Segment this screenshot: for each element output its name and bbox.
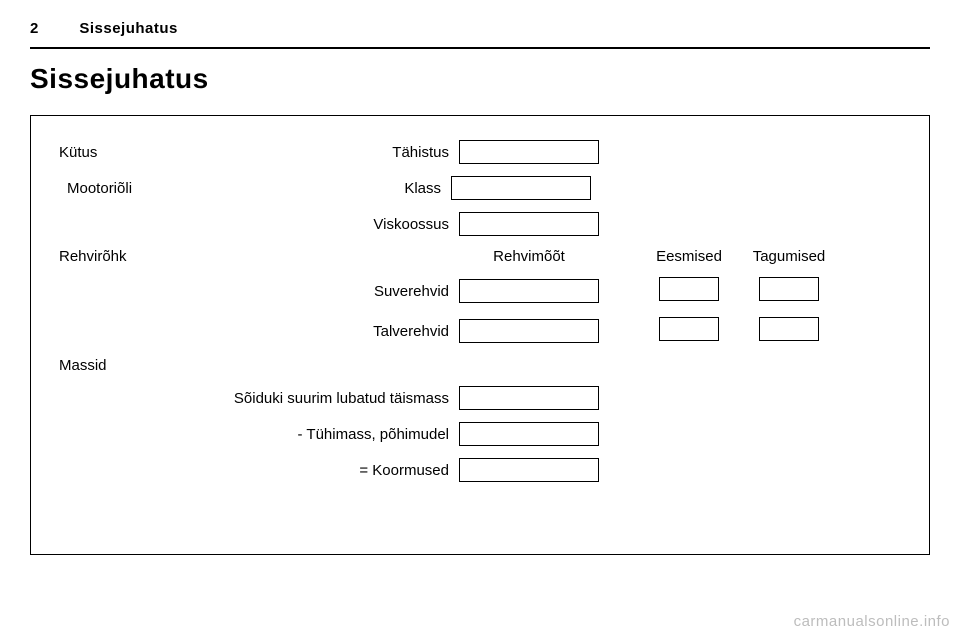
fuel-designation-field[interactable] [459,140,599,164]
summer-tyre-size-field[interactable] [459,279,599,303]
gross-mass-label: Sõiduki suurim lubatud täismass [179,390,459,407]
masses-label: Massid [59,357,179,374]
oil-viscosity-field[interactable] [459,212,599,236]
page-number: 2 [30,20,39,37]
kerb-mass-field[interactable] [459,422,599,446]
oil-viscosity-label: Viskoossus [179,216,459,233]
kerb-mass-label: - Tühimass, põhimudel [179,426,459,443]
header-divider [30,47,930,49]
designation-label: Tähistus [179,144,459,161]
watermark-text: carmanualsonline.info [794,613,950,630]
front-header: Eesmised [639,248,739,265]
engine-oil-label: Mootoriõli [59,180,179,197]
payload-label: = Koormused [179,462,459,479]
oil-class-label: Klass [179,180,451,197]
header-section-title: Sissejuhatus [79,20,178,37]
winter-front-field[interactable] [659,317,719,341]
gross-mass-field[interactable] [459,386,599,410]
summer-rear-field[interactable] [759,277,819,301]
summer-tyres-label: Suverehvid [179,283,459,300]
oil-class-field[interactable] [451,176,591,200]
summer-front-field[interactable] [659,277,719,301]
winter-tyres-label: Talverehvid [179,323,459,340]
winter-rear-field[interactable] [759,317,819,341]
vehicle-data-form: Kütus Tähistus Mootoriõli Klass Viskooss… [30,115,930,555]
page-header: 2 Sissejuhatus [30,20,930,37]
payload-field[interactable] [459,458,599,482]
tyre-pressure-label: Rehvirõhk [59,248,179,265]
tyre-size-header: Rehvimõõt [459,248,599,265]
rear-header: Tagumised [739,248,839,265]
page-title: Sissejuhatus [30,63,930,95]
winter-tyre-size-field[interactable] [459,319,599,343]
fuel-label: Kütus [59,144,179,161]
